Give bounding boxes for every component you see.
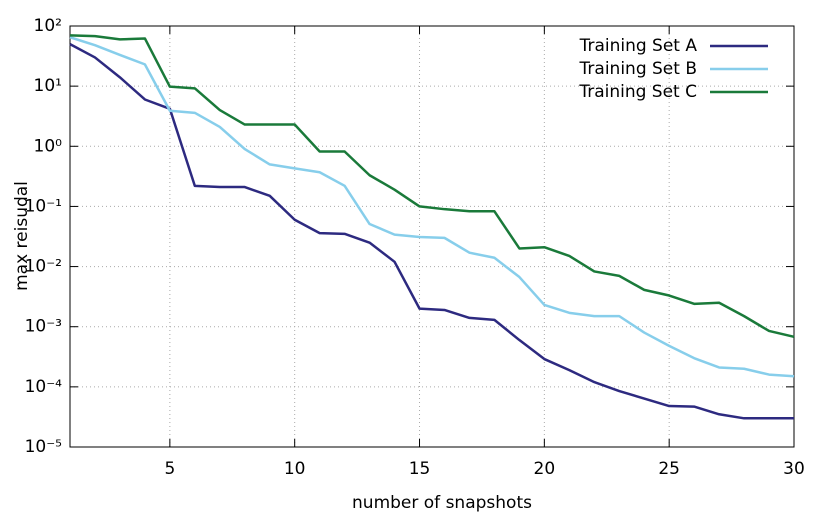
legend-label: Training Set A bbox=[579, 36, 698, 56]
x-tick-label: 5 bbox=[164, 459, 175, 479]
y-tick-label: 10⁻⁴ bbox=[25, 377, 63, 397]
x-axis-label: number of snapshots bbox=[352, 493, 532, 513]
x-tick-label: 30 bbox=[783, 459, 805, 479]
series-line bbox=[69, 43, 794, 420]
series-line bbox=[69, 34, 795, 339]
y-tick-label: 10⁻¹ bbox=[25, 196, 62, 216]
legend-label: Training Set B bbox=[579, 59, 697, 79]
y-tick-label: 10⁻² bbox=[25, 257, 62, 277]
y-tick-label: 10⁰ bbox=[34, 136, 63, 156]
y-tick-label: 10¹ bbox=[34, 76, 62, 96]
y-axis-label: max reisudal bbox=[12, 181, 32, 291]
x-tick-label: 10 bbox=[284, 459, 306, 479]
series-line bbox=[69, 36, 795, 378]
legend-label: Training Set C bbox=[578, 82, 697, 102]
x-tick-label: 20 bbox=[534, 459, 556, 479]
plot-frame bbox=[69, 25, 795, 448]
x-tick-label: 15 bbox=[409, 459, 431, 479]
x-tick-label: 25 bbox=[658, 459, 680, 479]
y-tick-label: 10⁻³ bbox=[25, 317, 62, 337]
y-tick-label: 10⁻⁵ bbox=[25, 437, 62, 457]
y-tick-label: 10² bbox=[34, 16, 62, 36]
